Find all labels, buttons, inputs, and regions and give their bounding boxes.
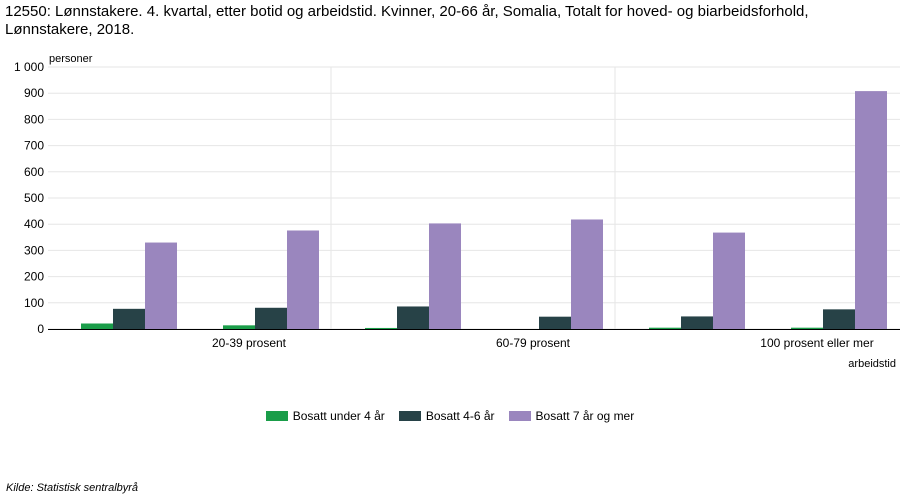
y-axis: 0 100 200 300 400 500 600 700 800 900 1 000 xyxy=(14,60,44,336)
bar xyxy=(855,91,887,329)
legend-swatch xyxy=(265,411,288,421)
bar xyxy=(287,230,319,329)
y-tick-label: 100 xyxy=(24,296,44,310)
y-tick-label: 900 xyxy=(24,86,44,100)
x-axis-label: arbeidstid xyxy=(848,358,896,370)
x-tick-label: 20-39 prosent xyxy=(212,336,287,350)
y-tick-label: 300 xyxy=(24,243,44,257)
legend: Bosatt under 4 år Bosatt 4-6 år Bosatt 7 å… xyxy=(0,409,900,423)
bars xyxy=(81,91,887,329)
bar xyxy=(681,316,713,329)
bar xyxy=(365,327,397,329)
bar xyxy=(713,232,745,329)
bar xyxy=(429,223,461,329)
bar xyxy=(145,242,177,329)
bar xyxy=(397,306,429,329)
legend-item[interactable]: Bosatt 4-6 år xyxy=(398,409,495,423)
chart-title: 12550: Lønnstakere. 4. kvartal, etter bo… xyxy=(5,3,809,38)
bar xyxy=(81,323,113,329)
x-tick-label: 100 prosent eller mer xyxy=(760,336,873,350)
y-axis-label: personer xyxy=(49,53,93,65)
y-tick-label: 400 xyxy=(24,217,44,231)
source-note: Kilde: Statistisk sentralbyrå xyxy=(6,482,139,494)
bar xyxy=(113,308,145,329)
bar xyxy=(571,219,603,329)
y-tick-label: 800 xyxy=(24,112,44,126)
bar xyxy=(823,309,855,329)
legend-label: Bosatt under 4 år xyxy=(292,409,385,423)
bar xyxy=(255,307,287,329)
bar-chart: 0 100 200 300 400 500 600 700 800 900 1 000 20-39 … xyxy=(14,53,900,370)
bar xyxy=(649,327,681,329)
legend-item[interactable]: Bosatt 7 år og mer xyxy=(508,409,635,423)
legend-swatch xyxy=(398,411,421,421)
bar xyxy=(539,316,571,329)
y-tick-label: 0 xyxy=(37,322,44,336)
bar xyxy=(791,327,823,329)
y-tick-label: 1 000 xyxy=(14,60,44,74)
grid-lines xyxy=(48,66,900,330)
bar xyxy=(223,325,255,329)
legend-label: Bosatt 4-6 år xyxy=(425,409,495,423)
legend-label: Bosatt 7 år og mer xyxy=(535,409,635,423)
y-tick-label: 500 xyxy=(24,191,44,205)
legend-swatch xyxy=(508,411,531,421)
y-tick-label: 200 xyxy=(24,270,44,284)
x-axis: 20-39 prosent 60-79 prosent 100 prosent el… xyxy=(48,329,900,350)
legend-item[interactable]: Bosatt under 4 år xyxy=(265,409,385,423)
x-tick-label: 60-79 prosent xyxy=(496,336,571,350)
y-tick-label: 600 xyxy=(24,165,44,179)
y-tick-label: 700 xyxy=(24,139,44,153)
